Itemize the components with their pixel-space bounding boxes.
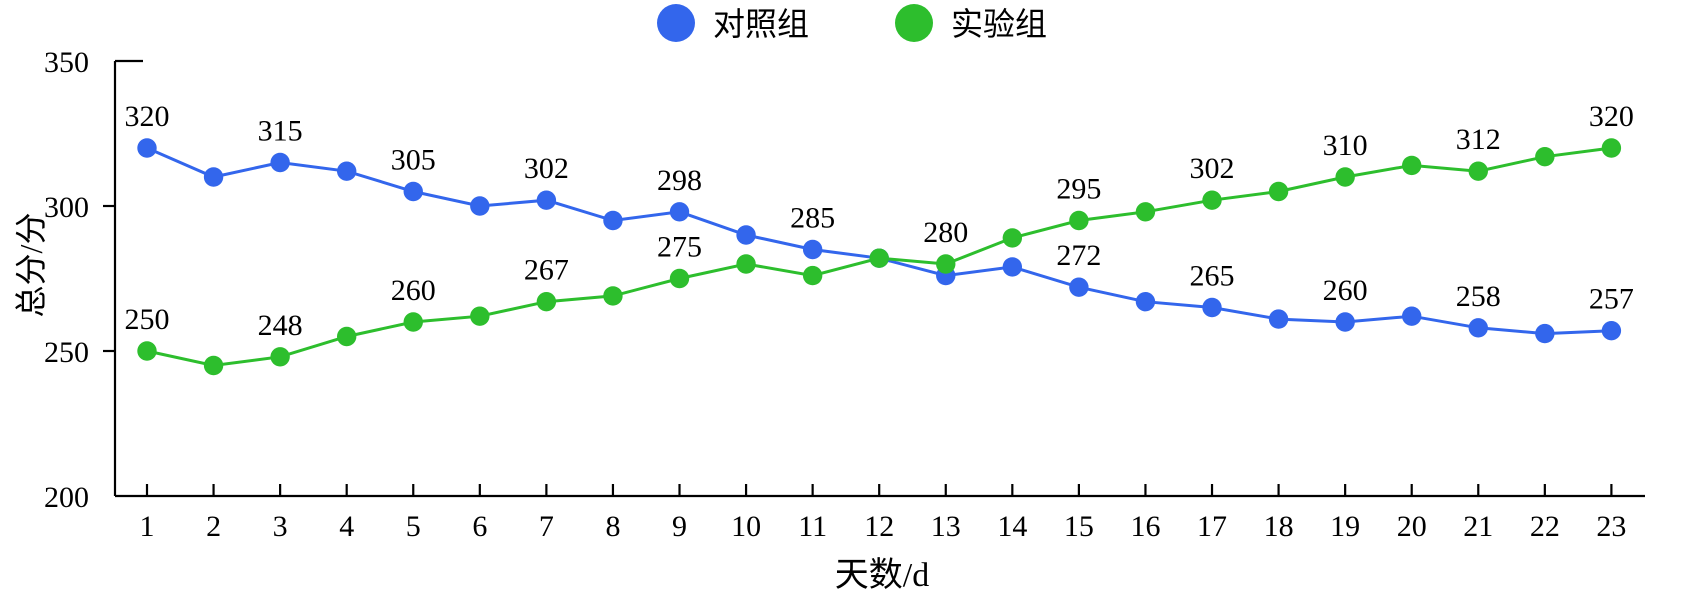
svg-text:310: 310 [1323,129,1368,162]
svg-text:265: 265 [1190,260,1235,293]
svg-text:3: 3 [273,510,288,543]
svg-text:16: 16 [1130,510,1160,543]
svg-text:285: 285 [790,202,835,235]
svg-text:315: 315 [258,115,303,148]
svg-text:320: 320 [125,100,170,133]
svg-text:305: 305 [391,144,436,177]
svg-text:260: 260 [1323,274,1368,307]
svg-text:12: 12 [864,510,894,543]
svg-text:250: 250 [44,336,89,369]
svg-text:320: 320 [1589,100,1634,133]
svg-text:248: 248 [258,309,303,342]
svg-text:280: 280 [923,216,968,249]
svg-text:22: 22 [1530,510,1560,543]
svg-text:302: 302 [524,152,569,185]
svg-text:2: 2 [206,510,221,543]
svg-text:10: 10 [731,510,761,543]
svg-text:1: 1 [140,510,155,543]
svg-text:13: 13 [931,510,961,543]
svg-text:20: 20 [1397,510,1427,543]
svg-text:实验组: 实验组 [951,6,1047,42]
svg-text:258: 258 [1456,280,1501,313]
svg-text:23: 23 [1596,510,1626,543]
svg-text:300: 300 [44,191,89,224]
svg-text:295: 295 [1056,173,1101,206]
svg-text:257: 257 [1589,283,1634,316]
svg-text:天数/d: 天数/d [835,556,929,594]
svg-text:19: 19 [1330,510,1360,543]
svg-text:200: 200 [44,481,89,514]
svg-text:4: 4 [339,510,354,543]
svg-text:302: 302 [1190,152,1235,185]
svg-text:7: 7 [539,510,554,543]
svg-text:298: 298 [657,164,702,197]
svg-text:11: 11 [798,510,827,543]
svg-text:14: 14 [997,510,1027,543]
svg-text:对照组: 对照组 [713,6,809,42]
svg-text:8: 8 [605,510,620,543]
svg-text:6: 6 [472,510,487,543]
svg-text:17: 17 [1197,510,1227,543]
svg-text:21: 21 [1463,510,1493,543]
svg-text:5: 5 [406,510,421,543]
svg-text:312: 312 [1456,123,1501,156]
svg-text:275: 275 [657,231,702,264]
svg-text:18: 18 [1264,510,1294,543]
svg-text:总分/分: 总分/分 [13,213,49,318]
svg-text:260: 260 [391,274,436,307]
svg-text:250: 250 [125,303,170,336]
svg-text:272: 272 [1056,239,1101,272]
svg-text:267: 267 [524,254,569,287]
svg-text:15: 15 [1064,510,1094,543]
svg-text:9: 9 [672,510,687,543]
svg-text:350: 350 [44,46,89,79]
